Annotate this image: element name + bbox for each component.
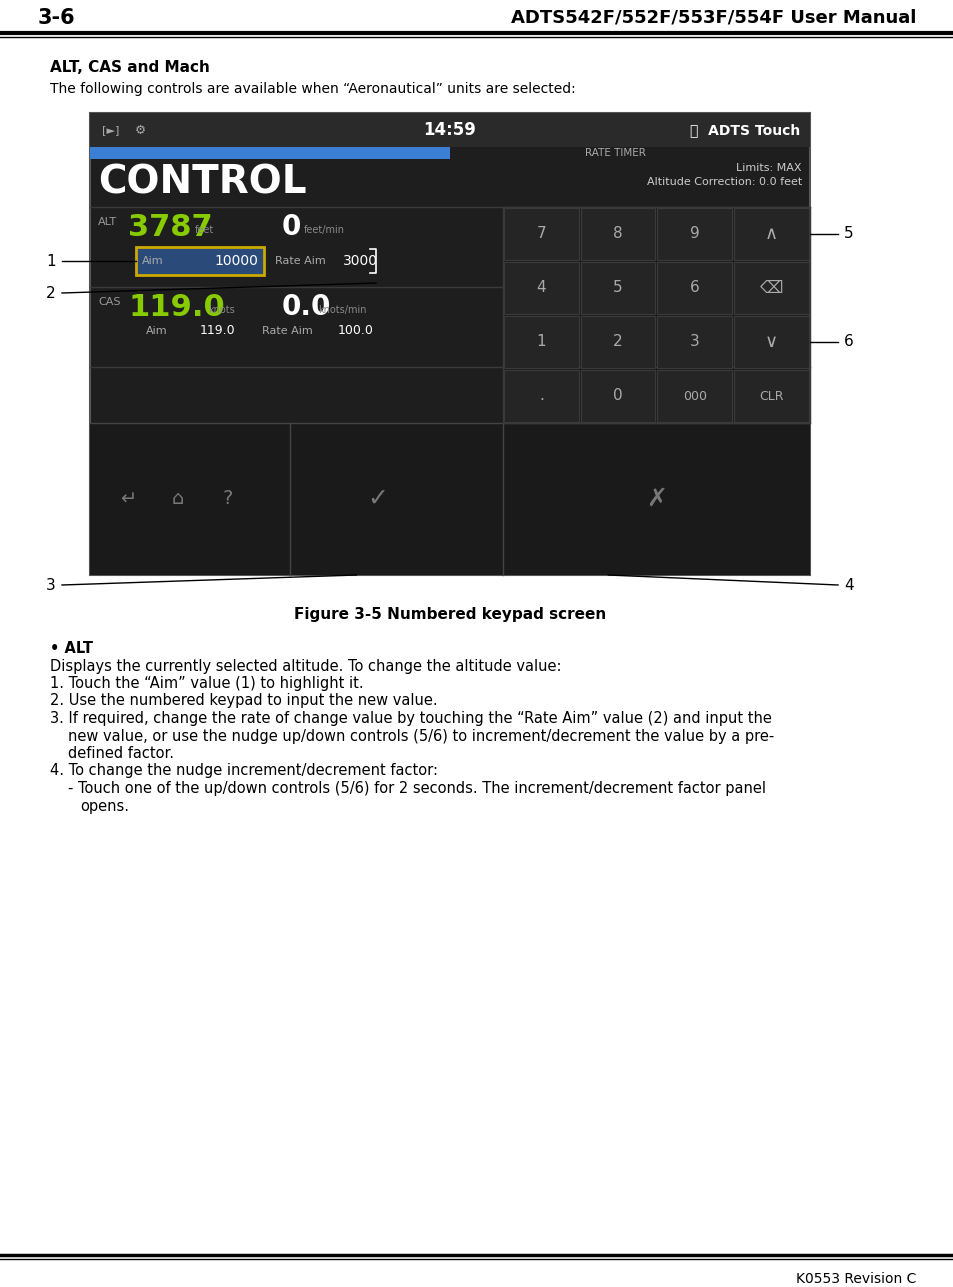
Text: ALT: ALT bbox=[98, 218, 117, 227]
Bar bbox=[580, 317, 655, 368]
Text: ?: ? bbox=[223, 489, 233, 508]
Bar bbox=[734, 317, 808, 368]
Text: K0553 Revision C: K0553 Revision C bbox=[795, 1272, 915, 1286]
Bar bbox=[90, 113, 809, 147]
Text: Aim: Aim bbox=[146, 326, 168, 336]
Bar bbox=[136, 247, 264, 275]
Text: ∨: ∨ bbox=[764, 333, 778, 351]
Bar bbox=[503, 208, 578, 260]
Text: Altitude Correction: 0.0 feet: Altitude Correction: 0.0 feet bbox=[646, 178, 801, 187]
Bar bbox=[657, 369, 732, 422]
Text: 3787: 3787 bbox=[128, 214, 213, 242]
Text: • ALT: • ALT bbox=[50, 641, 92, 656]
Text: [►]: [►] bbox=[102, 125, 119, 135]
Text: .: . bbox=[538, 389, 543, 404]
Bar bbox=[503, 317, 578, 368]
Text: 4: 4 bbox=[536, 281, 546, 296]
Text: 3. If required, change the rate of change value by touching the “Rate Aim” value: 3. If required, change the rate of chang… bbox=[50, 710, 771, 726]
Text: ✗: ✗ bbox=[645, 486, 666, 511]
Text: ∧: ∧ bbox=[764, 225, 778, 243]
Text: 119.0: 119.0 bbox=[200, 324, 235, 337]
Text: ⌂: ⌂ bbox=[172, 489, 184, 508]
Text: 2. Use the numbered keypad to input the new value.: 2. Use the numbered keypad to input the … bbox=[50, 694, 437, 709]
Text: The following controls are available when “Aeronautical” units are selected:: The following controls are available whe… bbox=[50, 82, 576, 97]
Text: defined factor.: defined factor. bbox=[68, 746, 173, 761]
Text: Limits: MAX: Limits: MAX bbox=[736, 163, 801, 172]
Text: 4: 4 bbox=[843, 578, 853, 592]
Text: knots/min: knots/min bbox=[317, 305, 366, 315]
Text: Figure 3-5 Numbered keypad screen: Figure 3-5 Numbered keypad screen bbox=[294, 607, 605, 622]
Bar bbox=[580, 208, 655, 260]
Bar bbox=[90, 147, 450, 160]
Bar bbox=[90, 423, 809, 575]
Bar bbox=[90, 113, 809, 575]
Text: 100.0: 100.0 bbox=[337, 324, 374, 337]
Text: Rate Aim: Rate Aim bbox=[262, 326, 313, 336]
Text: 5: 5 bbox=[843, 227, 853, 242]
Text: Ⓐ  ADTS Touch: Ⓐ ADTS Touch bbox=[689, 124, 800, 136]
Text: feet/min: feet/min bbox=[304, 225, 345, 236]
Text: 0: 0 bbox=[282, 214, 301, 241]
Text: 3-6: 3-6 bbox=[38, 8, 75, 28]
Text: 0: 0 bbox=[613, 389, 622, 404]
Text: 3: 3 bbox=[46, 578, 56, 592]
Bar bbox=[502, 207, 809, 423]
Text: Displays the currently selected altitude. To change the altitude value:: Displays the currently selected altitude… bbox=[50, 659, 561, 673]
Bar bbox=[580, 369, 655, 422]
Text: Rate Aim: Rate Aim bbox=[274, 256, 325, 266]
Text: opens.: opens. bbox=[80, 798, 129, 813]
Text: 6: 6 bbox=[843, 335, 853, 350]
Text: 2: 2 bbox=[613, 335, 622, 350]
Bar bbox=[503, 369, 578, 422]
Text: 9: 9 bbox=[689, 227, 699, 242]
Bar bbox=[734, 263, 808, 314]
Text: 14:59: 14:59 bbox=[423, 121, 476, 139]
Text: 1: 1 bbox=[47, 254, 56, 269]
Text: ⚙: ⚙ bbox=[134, 124, 146, 136]
Text: 4. To change the nudge increment/decrement factor:: 4. To change the nudge increment/decreme… bbox=[50, 763, 437, 779]
Text: 1. Touch the “Aim” value (1) to highlight it.: 1. Touch the “Aim” value (1) to highligh… bbox=[50, 676, 363, 691]
Text: 1: 1 bbox=[536, 335, 546, 350]
Bar bbox=[503, 263, 578, 314]
Bar bbox=[657, 263, 732, 314]
Text: 7: 7 bbox=[536, 227, 546, 242]
Bar bbox=[657, 208, 732, 260]
Text: 0.0: 0.0 bbox=[282, 293, 331, 320]
Text: 10000: 10000 bbox=[213, 254, 257, 268]
Text: ↵: ↵ bbox=[120, 489, 136, 508]
Text: 6: 6 bbox=[689, 281, 699, 296]
Text: 3: 3 bbox=[689, 335, 699, 350]
Text: 119.0: 119.0 bbox=[128, 293, 225, 322]
Text: 3000: 3000 bbox=[343, 254, 377, 268]
Text: Aim: Aim bbox=[142, 256, 164, 266]
Text: 2: 2 bbox=[47, 286, 56, 300]
Bar bbox=[734, 208, 808, 260]
Bar bbox=[580, 263, 655, 314]
Text: RATE TIMER: RATE TIMER bbox=[584, 148, 645, 158]
Text: feet: feet bbox=[194, 225, 214, 236]
Text: ALT, CAS and Mach: ALT, CAS and Mach bbox=[50, 60, 210, 75]
Text: new value, or use the nudge up/down controls (5/6) to increment/decrement the va: new value, or use the nudge up/down cont… bbox=[68, 728, 774, 744]
Text: 5: 5 bbox=[613, 281, 622, 296]
Text: ✓: ✓ bbox=[367, 486, 388, 511]
Text: CAS: CAS bbox=[98, 297, 120, 308]
Text: CONTROL: CONTROL bbox=[98, 163, 306, 201]
Text: CLR: CLR bbox=[759, 390, 783, 403]
Text: knots: knots bbox=[208, 305, 234, 315]
Bar bbox=[734, 369, 808, 422]
Bar bbox=[657, 317, 732, 368]
Text: ⌫: ⌫ bbox=[760, 279, 782, 297]
Text: - Touch one of the up/down controls (5/6) for 2 seconds. The increment/decrement: - Touch one of the up/down controls (5/6… bbox=[68, 781, 765, 795]
Text: ADTS542F/552F/553F/554F User Manual: ADTS542F/552F/553F/554F User Manual bbox=[510, 9, 915, 27]
Text: 000: 000 bbox=[682, 390, 706, 403]
Text: 8: 8 bbox=[613, 227, 622, 242]
